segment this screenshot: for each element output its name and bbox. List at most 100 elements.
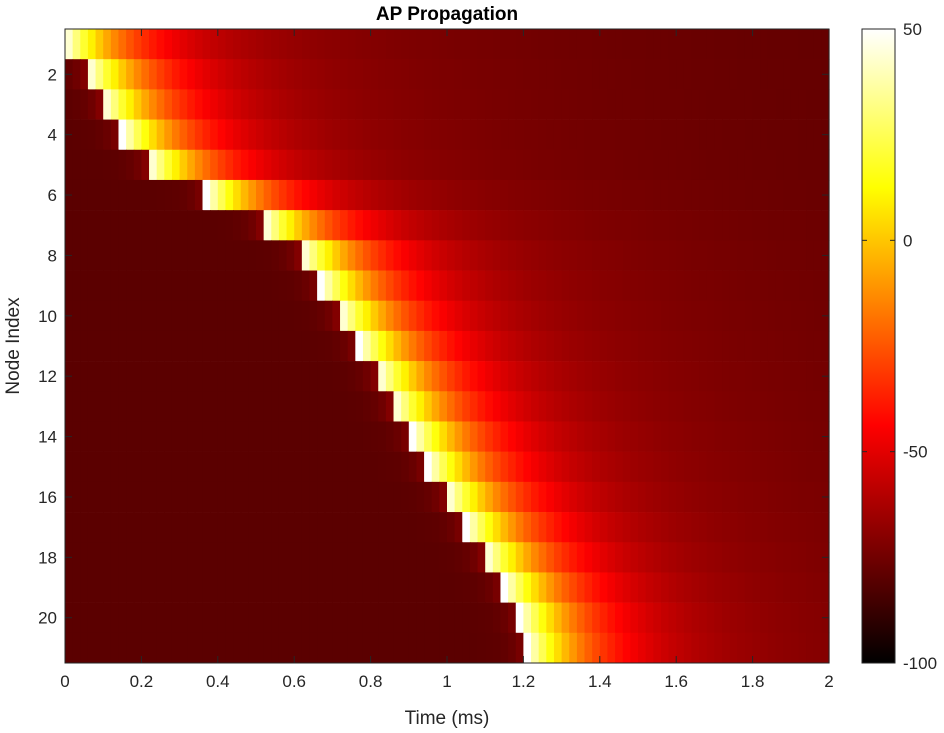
heatmap-cell [156, 89, 165, 120]
heatmap-cell [370, 59, 379, 90]
heatmap-cell [340, 179, 349, 211]
heatmap-cell [370, 632, 379, 664]
heatmap-cell [355, 361, 364, 392]
heatmap-cell [599, 89, 609, 120]
heatmap-cell [691, 632, 700, 664]
heatmap-cell [431, 361, 440, 392]
heatmap-cell [233, 481, 242, 513]
heatmap-cell [141, 210, 150, 241]
heatmap-cell [790, 300, 800, 332]
heatmap-cell [546, 149, 555, 181]
heatmap-cell [485, 210, 494, 241]
heatmap-cell [439, 421, 448, 452]
heatmap-cell [225, 512, 234, 543]
heatmap-cell [492, 300, 502, 332]
heatmap-cell [362, 59, 372, 90]
heatmap-cell [126, 602, 135, 634]
heatmap-cell [439, 240, 448, 271]
heatmap-cell [492, 29, 502, 60]
heatmap-cell [630, 149, 639, 181]
heatmap-cell [217, 210, 227, 241]
heatmap-cell [508, 542, 517, 573]
heatmap-cell [462, 572, 471, 603]
x-axis-label: Time (ms) [405, 708, 490, 729]
heatmap-cell [691, 210, 700, 241]
heatmap-cell [164, 210, 173, 241]
heatmap-cell [194, 59, 204, 90]
heatmap-cell [660, 451, 670, 483]
heatmap-cell [546, 572, 555, 603]
heatmap-cell [370, 481, 379, 513]
heatmap-cell [615, 512, 624, 543]
heatmap-cell [737, 391, 746, 422]
heatmap-cell [401, 119, 410, 151]
heatmap-cell [393, 512, 402, 543]
heatmap-cell [217, 632, 227, 664]
heatmap-cell [370, 330, 379, 362]
heatmap-cell [683, 89, 693, 120]
heatmap-cell [439, 89, 448, 120]
heatmap-cell [813, 240, 822, 271]
heatmap-area [65, 29, 830, 664]
heatmap-cell [179, 89, 188, 120]
heatmap-cell [225, 240, 234, 271]
heatmap-cell [95, 270, 104, 302]
heatmap-cell [355, 602, 364, 634]
heatmap-cell [553, 542, 563, 573]
heatmap-cell [630, 451, 639, 483]
heatmap-cell [668, 210, 677, 241]
heatmap-cell [722, 149, 731, 181]
heatmap-cell [615, 149, 624, 181]
heatmap-cell [744, 602, 754, 634]
heatmap-cell [126, 481, 135, 513]
heatmap-cell [424, 179, 433, 211]
heatmap-cell [813, 602, 822, 634]
heatmap-cell [469, 240, 479, 271]
heatmap-cell [576, 59, 586, 90]
heatmap-cell [699, 179, 708, 211]
heatmap-cell [515, 240, 524, 271]
heatmap-cell [508, 300, 517, 332]
heatmap-cell [676, 361, 685, 392]
heatmap-cell [783, 542, 792, 573]
heatmap-cell [103, 300, 112, 332]
heatmap-cell [676, 300, 685, 332]
heatmap-cell [72, 179, 81, 211]
heatmap-cell [660, 270, 670, 302]
heatmap-cell [706, 210, 715, 241]
heatmap-cell [806, 210, 815, 241]
heatmap-cell [424, 361, 433, 392]
heatmap-cell [447, 481, 456, 513]
heatmap-cell [538, 421, 547, 452]
heatmap-cell [737, 632, 746, 664]
heatmap-cell [668, 542, 677, 573]
heatmap-cell [691, 179, 700, 211]
heatmap-cell [523, 29, 532, 60]
heatmap-cell [110, 210, 120, 241]
heatmap-cell [492, 89, 502, 120]
heatmap-cell [615, 29, 624, 60]
heatmap-cell [340, 481, 349, 513]
heatmap-cell [156, 149, 165, 181]
heatmap-cell [248, 602, 257, 634]
heatmap-cell [630, 361, 639, 392]
heatmap-cell [699, 210, 708, 241]
heatmap-cell [126, 632, 135, 664]
heatmap-cell [737, 481, 746, 513]
heatmap-cell [171, 270, 181, 302]
heatmap-cell [324, 330, 333, 362]
heatmap-cell [462, 451, 471, 483]
heatmap-cell [454, 210, 463, 241]
heatmap-cell [248, 149, 257, 181]
heatmap-cell [217, 361, 227, 392]
heatmap-cell [248, 361, 257, 392]
heatmap-cell [760, 119, 769, 151]
heatmap-cell [622, 451, 631, 483]
heatmap-cell [676, 512, 685, 543]
heatmap-cell [576, 602, 586, 634]
heatmap-cell [599, 29, 609, 60]
heatmap-cell [714, 89, 723, 120]
heatmap-cell [760, 512, 769, 543]
heatmap-cell [538, 572, 547, 603]
